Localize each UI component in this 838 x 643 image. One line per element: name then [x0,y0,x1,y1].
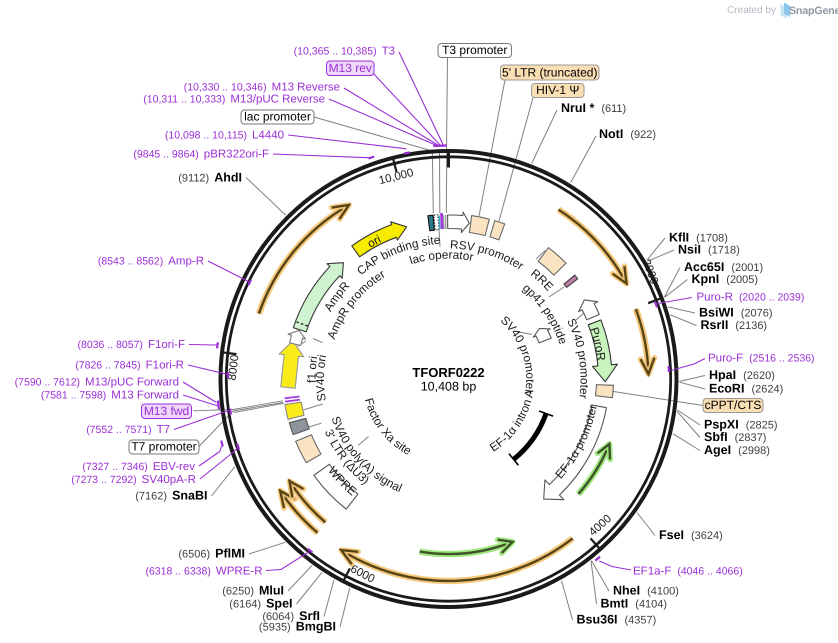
svg-text:FseI(3624): FseI (3624) [659,528,723,542]
svg-text:T3 promoter: T3 promoter [442,43,507,57]
svg-text:(6064)SrfI: (6064) SrfI [262,609,320,623]
svg-text:EF1a-F(4046 .. 4066): EF1a-F (4046 .. 4066) [633,566,743,578]
svg-text:Puro-R(2020 .. 2039): Puro-R (2020 .. 2039) [697,292,805,304]
svg-text:(9112)AhdI: (9112) AhdI [178,171,242,185]
svg-text:(7826 .. 7845)F1ori-R: (7826 .. 7845) F1ori-R [75,360,184,372]
svg-text:SnapGene: SnapGene [789,5,838,17]
svg-text:(7273 .. 7292)SV40pA-R: (7273 .. 7292) SV40pA-R [71,474,196,486]
svg-text:(6250)MluI: (6250) MluI [222,584,284,598]
svg-text:SbfI(2837): SbfI (2837) [704,430,766,444]
svg-text:HIV-1 Ψ: HIV-1 Ψ [536,83,579,97]
svg-text:(5935)BmgBI: (5935) BmgBI [259,620,336,634]
svg-text:SV40 ori: SV40 ori [313,354,329,403]
svg-text:(7162)SnaBI: (7162) SnaBI [135,489,207,503]
svg-text:AgeI(2998): AgeI (2998) [704,443,770,457]
svg-text:TFORF0222: TFORF0222 [412,365,484,380]
svg-text:Created by: Created by [727,5,776,16]
svg-text:(8543 .. 8562)Amp-R: (8543 .. 8562) Amp-R [98,256,204,268]
svg-text:(8036 .. 8057)F1ori-F: (8036 .. 8057) F1ori-F [78,339,185,351]
svg-text:NruI *(611): NruI * (611) [561,101,626,115]
svg-text:(10,098 .. 10,115)L4440: (10,098 .. 10,115) L4440 [165,130,284,142]
svg-text:KflI(1708): KflI (1708) [669,231,728,245]
svg-text:(10,311 .. 10,333)M13/pUC Reve: (10,311 .. 10,333) M13/pUC Reverse [143,94,325,106]
svg-text:(6318 .. 6338)WPRE-R: (6318 .. 6338) WPRE-R [145,566,262,578]
svg-text:Puro-F(2516 .. 2536): Puro-F (2516 .. 2536) [708,353,815,365]
svg-text:(9845 .. 9864)pBR322ori-F: (9845 .. 9864) pBR322ori-F [133,149,269,161]
svg-text:8000: 8000 [227,354,242,381]
svg-text:cPPT/CTS: cPPT/CTS [705,398,762,412]
svg-text:Bsu36I(4357): Bsu36I (4357) [577,613,657,627]
svg-text:(7590 .. 7612)M13/pUC Forward: (7590 .. 7612) M13/pUC Forward [15,377,179,389]
svg-text:NsiI(1718): NsiI (1718) [678,243,740,257]
svg-text:Acc65I(2001): Acc65I (2001) [684,260,763,274]
svg-text:(7327 .. 7346)EBV-rev: (7327 .. 7346) EBV-rev [82,461,195,473]
svg-text:(7581 .. 7598)M13 Forward: (7581 .. 7598) M13 Forward [41,390,179,402]
svg-text:M13 fwd: M13 fwd [144,404,189,418]
svg-text:10,408 bp: 10,408 bp [421,380,477,394]
svg-text:ori: ori [365,232,383,251]
svg-text:lac promoter: lac promoter [244,110,311,124]
svg-text:f1 ori: f1 ori [305,355,321,383]
svg-text:(10,365 .. 10,385)T3: (10,365 .. 10,385) T3 [294,46,395,58]
svg-text:(7552 .. 7571)T7: (7552 .. 7571) T7 [86,424,170,436]
svg-text:(6164)SpeI: (6164) SpeI [229,597,292,611]
svg-text:(6506)PflMI: (6506) PflMI [178,547,245,561]
svg-text:(10,330 .. 10,346)M13 Reverse: (10,330 .. 10,346) M13 Reverse [184,82,340,94]
svg-text:M13 rev: M13 rev [329,61,372,75]
svg-text:5' LTR (truncated): 5' LTR (truncated) [502,66,597,80]
svg-text:T7 promoter: T7 promoter [131,440,196,454]
